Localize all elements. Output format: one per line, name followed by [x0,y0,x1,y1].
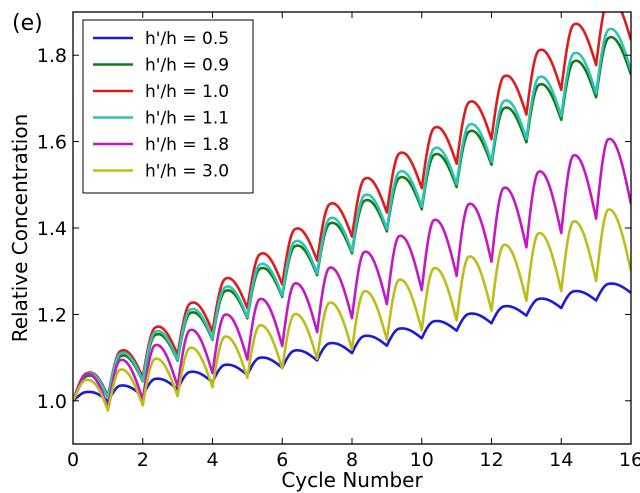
x-tick-label: 6 [276,449,288,471]
x-tick-label: 16 [619,449,640,471]
series-line-5 [73,208,631,412]
series-line-1 [73,35,631,403]
x-tick-label: 14 [549,449,573,471]
x-tick-label: 12 [479,449,503,471]
legend: h'/h = 0.5 h'/h = 0.9 h'/h = 1.0 h'/h = 1.1… [82,19,254,194]
x-tick-label: 8 [346,449,358,471]
legend-box [82,19,254,194]
y-axis-title: Relative Concentration [8,114,32,343]
x-tick-label: 10 [410,449,434,471]
x-tick-label: 0 [67,449,79,471]
y-tick-label: 1.2 [37,304,67,326]
y-tick-label: 1.8 [37,45,67,67]
series-line-4 [73,137,631,410]
legend-label: h'/h = 1.8 [145,135,229,155]
x-axis-title: Cycle Number [281,468,423,492]
y-tick-label: 1.4 [37,218,67,240]
legend-label: h'/h = 0.5 [145,29,229,49]
legend-label: h'/h = 1.0 [145,82,229,102]
panel-label: (e) [12,11,43,36]
series-line-2 [73,12,631,403]
x-tick-label: 4 [206,449,218,471]
x-tick-label: 2 [137,449,149,471]
legend-label: h'/h = 0.9 [145,56,229,76]
legend-label: h'/h = 1.1 [145,109,229,129]
y-tick-label: 1.6 [37,132,67,154]
legend-label: h'/h = 3.0 [145,162,229,182]
series-line-3 [73,27,631,403]
series-line-0 [73,282,631,403]
y-tick-label: 1.0 [37,391,67,413]
